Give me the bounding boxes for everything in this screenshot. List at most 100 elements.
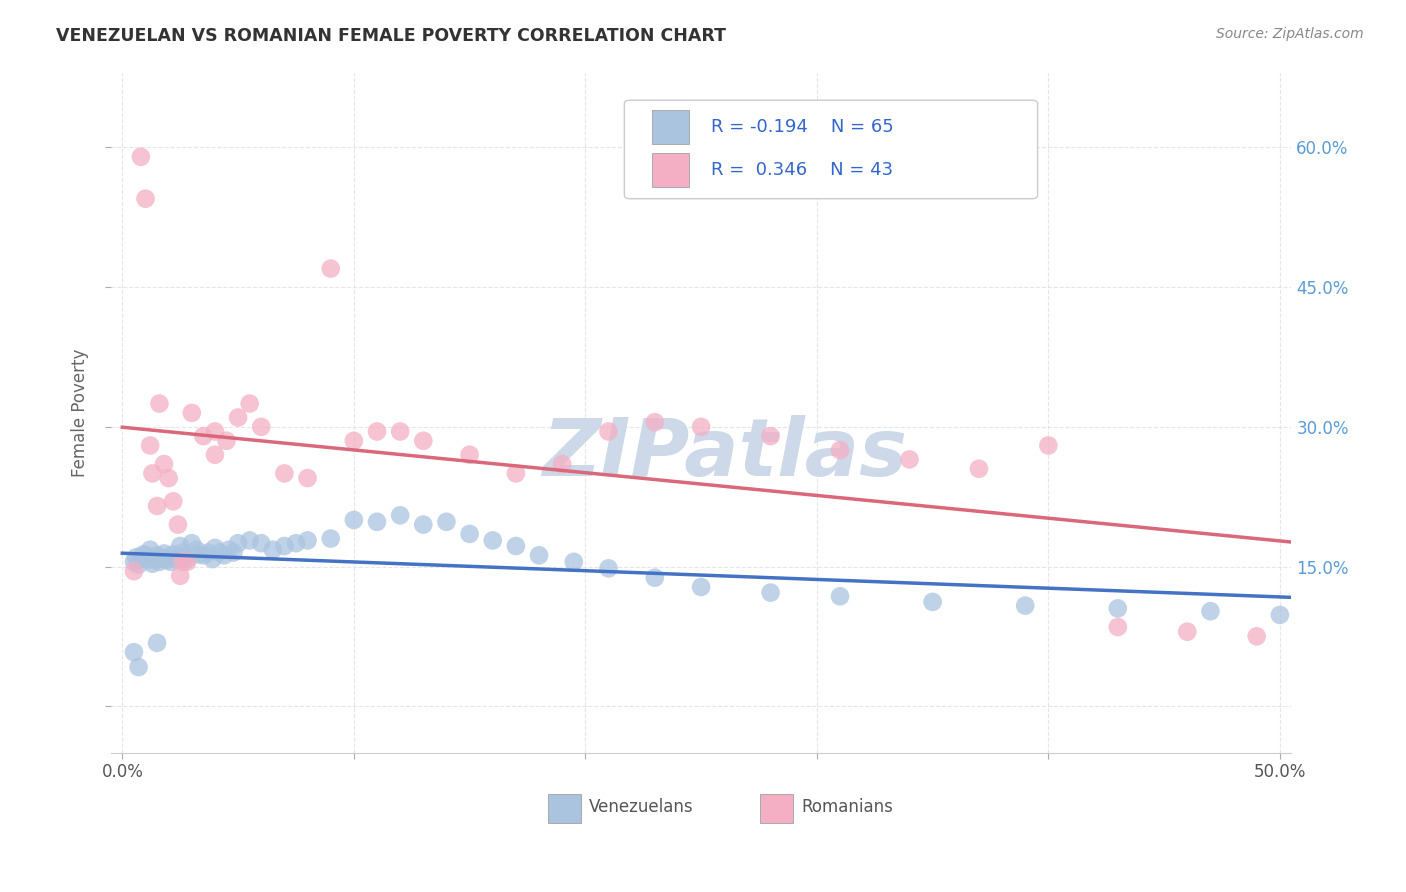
Point: [481, 533, 503, 548]
Point: [125, 550, 148, 565]
Point: [146, 549, 169, 563]
Text: Source: ZipAtlas.com: Source: ZipAtlas.com: [1216, 27, 1364, 41]
Point: [412, 517, 434, 532]
FancyBboxPatch shape: [761, 794, 793, 822]
Point: [139, 438, 162, 452]
Point: [1246, 629, 1268, 643]
Point: [122, 555, 145, 569]
Point: [180, 406, 202, 420]
Point: [187, 548, 209, 562]
Point: [128, 558, 150, 572]
Point: [153, 457, 176, 471]
Point: [1038, 438, 1060, 452]
Point: [921, 595, 943, 609]
Point: [146, 636, 169, 650]
Point: [366, 515, 388, 529]
Point: [180, 536, 202, 550]
FancyBboxPatch shape: [547, 794, 581, 822]
Point: [458, 448, 481, 462]
Point: [153, 546, 176, 560]
Point: [239, 396, 262, 410]
Point: [898, 452, 921, 467]
Point: [218, 542, 240, 557]
Point: [644, 571, 666, 585]
Point: [134, 192, 156, 206]
Point: [128, 660, 150, 674]
Point: [598, 561, 620, 575]
Point: [208, 545, 231, 559]
Point: [436, 515, 458, 529]
Point: [505, 539, 527, 553]
Point: [828, 443, 851, 458]
Point: [319, 261, 342, 276]
Point: [1107, 601, 1129, 615]
Point: [285, 536, 308, 550]
Point: [690, 580, 713, 594]
Point: [644, 415, 666, 429]
Point: [226, 410, 249, 425]
Point: [1175, 624, 1198, 639]
Point: [165, 552, 187, 566]
Point: [155, 553, 177, 567]
Text: R =  0.346    N = 43: R = 0.346 N = 43: [710, 161, 893, 179]
Point: [186, 542, 208, 557]
Point: [262, 542, 284, 557]
Point: [160, 555, 183, 569]
Point: [172, 545, 194, 559]
Point: [828, 589, 851, 603]
Point: [141, 467, 163, 481]
Point: [690, 420, 713, 434]
Text: Romanians: Romanians: [801, 798, 893, 816]
Point: [148, 396, 170, 410]
Point: [132, 548, 155, 562]
Point: [412, 434, 434, 448]
Point: [173, 550, 195, 565]
Point: [1199, 604, 1222, 618]
Point: [1268, 607, 1291, 622]
Point: [148, 555, 170, 569]
Point: [222, 545, 245, 559]
Point: [343, 513, 366, 527]
Point: [366, 425, 388, 439]
Point: [389, 508, 412, 523]
Point: [297, 533, 319, 548]
Point: [1107, 620, 1129, 634]
Point: [297, 471, 319, 485]
Point: [551, 457, 574, 471]
Point: [193, 549, 215, 563]
Point: [250, 420, 273, 434]
Point: [527, 549, 550, 563]
FancyBboxPatch shape: [651, 153, 689, 187]
Point: [176, 552, 198, 566]
Point: [143, 552, 166, 566]
Point: [150, 551, 173, 566]
Point: [176, 555, 198, 569]
Point: [146, 499, 169, 513]
Point: [204, 448, 226, 462]
Point: [505, 467, 527, 481]
Point: [226, 536, 249, 550]
Point: [122, 564, 145, 578]
Point: [129, 150, 152, 164]
Point: [122, 645, 145, 659]
Point: [273, 539, 295, 553]
Point: [162, 548, 184, 562]
Point: [215, 434, 238, 448]
Point: [157, 550, 180, 565]
Point: [204, 541, 226, 555]
Point: [319, 532, 342, 546]
Point: [204, 425, 226, 439]
Text: R = -0.194    N = 65: R = -0.194 N = 65: [710, 119, 893, 136]
Text: Venezuelans: Venezuelans: [589, 798, 693, 816]
Point: [562, 555, 585, 569]
Point: [197, 545, 219, 559]
Point: [169, 569, 191, 583]
Point: [598, 425, 620, 439]
Point: [389, 425, 412, 439]
Point: [139, 542, 162, 557]
Point: [129, 552, 152, 566]
Text: VENEZUELAN VS ROMANIAN FEMALE POVERTY CORRELATION CHART: VENEZUELAN VS ROMANIAN FEMALE POVERTY CO…: [56, 27, 727, 45]
Point: [136, 553, 159, 567]
Point: [1014, 599, 1036, 613]
Point: [141, 557, 163, 571]
